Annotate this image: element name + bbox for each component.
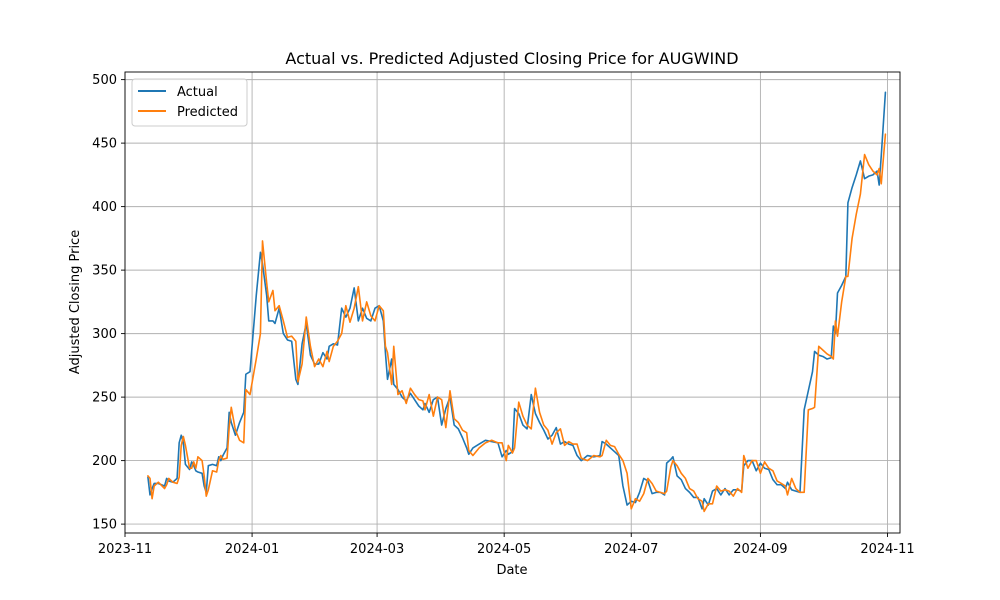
y-tick-label: 450 (92, 137, 117, 152)
series-lines (147, 91, 887, 513)
legend: Actual Predicted (131, 78, 248, 127)
x-axis-ticks: 2023-11 2024-01 2024-03 2024-05 2024-07 2024-… (98, 533, 915, 557)
x-tick-label: 2024-05 (477, 542, 531, 557)
x-tick-label: 2024-09 (733, 542, 787, 557)
y-tick-label: 300 (92, 327, 117, 342)
y-axis-ticks: 150 200 250 300 350 400 450 500 (92, 73, 125, 533)
x-tick-label: 2024-01 (225, 542, 279, 557)
x-tick-label: 2024-11 (860, 542, 914, 557)
x-tick-label: 2023-11 (98, 542, 152, 557)
plot-area (125, 72, 900, 533)
x-axis-label: Date (496, 563, 527, 578)
y-tick-label: 400 (92, 200, 117, 215)
legend-label-predicted: Predicted (177, 105, 238, 120)
series-line-actual (147, 91, 887, 510)
y-tick-label: 200 (92, 454, 117, 469)
series-line-predicted (147, 133, 887, 513)
chart-title: Actual vs. Predicted Adjusted Closing Pr… (285, 49, 738, 68)
y-tick-label: 250 (92, 391, 117, 406)
plot-frame (124, 71, 901, 534)
y-tick-label: 500 (92, 73, 117, 88)
y-axis-label: Adjusted Closing Price (68, 230, 83, 374)
x-tick-label: 2024-03 (350, 542, 404, 557)
legend-label-actual: Actual (177, 85, 218, 100)
y-tick-label: 350 (92, 264, 117, 279)
y-tick-label: 150 (92, 518, 117, 533)
grid (124, 72, 900, 533)
x-tick-label: 2024-07 (604, 542, 658, 557)
